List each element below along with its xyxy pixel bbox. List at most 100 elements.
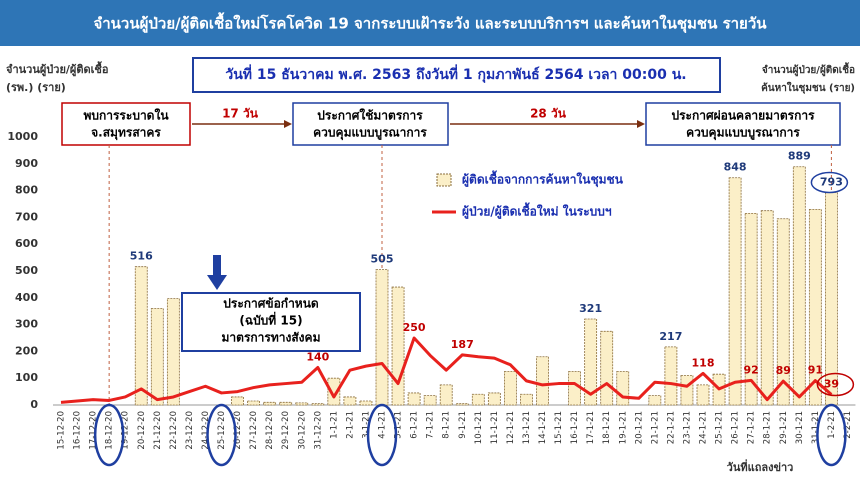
- y-tick-label: 200: [15, 344, 38, 357]
- y-tick-label: 300: [15, 318, 38, 331]
- x-tick-label: 25-12-20: [217, 411, 227, 450]
- x-tick-label: 19-1-21: [618, 411, 628, 444]
- highlight: [206, 403, 237, 467]
- x-tick-label: 11-1-21: [490, 411, 500, 444]
- y-tick-label: 1000: [7, 130, 38, 143]
- y-tick-label: 700: [15, 210, 38, 223]
- annotation: ประกาศผ่อนคลายมาตรการ: [671, 109, 815, 123]
- line: [60, 336, 833, 404]
- x-tick-label: 23-12-20: [185, 411, 195, 450]
- chart-title: จำนวนผู้ป่วย/ผู้ติดเชื้อใหม่โรคโควิด 19 …: [93, 12, 767, 34]
- data-label: 187: [451, 338, 474, 351]
- x-tick-label: 8-1-21: [442, 411, 452, 439]
- y2-label: จำนวนผู้ป่วย/ผู้ติดเชื้อ: [762, 62, 855, 77]
- x-tick-label: 26-1-21: [731, 411, 741, 444]
- bar: [439, 384, 453, 406]
- annotation-box: [292, 102, 449, 146]
- bar: [295, 402, 309, 406]
- x-tick-label: 17-12-20: [89, 411, 99, 450]
- highlight: [816, 372, 855, 397]
- data-label: 91: [808, 364, 823, 377]
- data-label: 505: [371, 253, 394, 266]
- bar: [808, 208, 822, 406]
- data-label: 516: [130, 250, 153, 263]
- x-tick-label: 4-1-21: [378, 411, 388, 439]
- x-tick-label: 1-1-21: [329, 411, 339, 439]
- x-tick-label: 18-12-20: [105, 411, 115, 450]
- x-tick-label: 14-1-21: [538, 411, 548, 444]
- x-tick-label: 30-12-20: [297, 411, 307, 450]
- annotation: 17 วัน: [222, 107, 259, 121]
- y-tick-label: 900: [15, 157, 38, 170]
- x-tick-label: 24-1-21: [699, 411, 709, 444]
- data-label: 889: [788, 150, 811, 163]
- bar: [471, 393, 485, 406]
- x-tick-label: 1-2-21: [827, 411, 837, 439]
- arrow: [213, 255, 221, 277]
- bar: [279, 401, 293, 406]
- x-tick-label: 21-1-21: [650, 411, 660, 444]
- x-tick-label: 16-1-21: [570, 411, 580, 444]
- y-tick-label: 800: [15, 184, 38, 197]
- annotation: (ฉบับที่ 15): [239, 312, 302, 328]
- bar: [648, 395, 662, 406]
- x-tick-label: 24-12-20: [201, 411, 211, 450]
- annotation: ควบคุมแบบบูรณาการ: [686, 126, 800, 141]
- highlight: [366, 403, 398, 467]
- annotation: ประกาศใช้มาตรการ: [317, 108, 423, 123]
- data-label: 39: [824, 378, 839, 391]
- arrow-head: [637, 120, 645, 128]
- data-label: 217: [659, 330, 682, 343]
- y2-label: ค้นหาในชุมชน (ราย): [761, 81, 855, 94]
- y-tick-label: 0: [30, 398, 38, 411]
- x-tick-label: 27-12-20: [249, 411, 259, 450]
- x-tick-label: 19-12-20: [121, 411, 131, 450]
- x-tick-label: 29-1-21: [779, 411, 789, 444]
- bar: [664, 346, 678, 406]
- bar: [311, 403, 325, 406]
- x-label: วันที่แถลงข่าว: [727, 459, 794, 474]
- annotation: จ.สมุทรสาคร: [91, 126, 161, 141]
- bar: [150, 308, 164, 406]
- bar: [680, 375, 694, 406]
- annotation: ประกาศข้อกำหนด: [223, 297, 319, 311]
- bar: [231, 396, 244, 406]
- bar: [744, 212, 758, 406]
- x-tick-label: 15-1-21: [554, 411, 564, 444]
- x-tick-label: 31-12-20: [313, 411, 323, 450]
- x-tick-label: 6-1-21: [410, 411, 420, 439]
- bar: [134, 266, 148, 406]
- x-tick-label: 5-1-21: [394, 411, 404, 439]
- bar: [327, 377, 341, 406]
- annotation: ควบคุมแบบบูรณาการ: [313, 126, 427, 141]
- x-tick-label: 28-12-20: [265, 411, 275, 450]
- x-tick-label: 30-1-21: [795, 411, 805, 444]
- y-label: จำนวนผู้ป่วย/ผู้ติดเชื้อ: [6, 61, 108, 77]
- subtitle: วันที่ 15 ธันวาคม พ.ศ. 2563 ถึงวันที่ 1 …: [225, 64, 686, 83]
- bar: [423, 395, 437, 406]
- x-tick-label: 16-12-20: [73, 411, 83, 450]
- data-label: 92: [743, 363, 758, 376]
- annotation-box: [645, 102, 841, 146]
- x-tick-label: 21-12-20: [153, 411, 163, 450]
- data-label: 321: [579, 302, 602, 315]
- x-tick-label: 18-1-21: [602, 411, 612, 444]
- x-tick-label: 17-1-21: [586, 411, 596, 444]
- x-tick-label: 22-1-21: [666, 411, 676, 444]
- data-label: 89: [776, 364, 791, 377]
- y-tick-label: 400: [15, 291, 38, 304]
- data-label: 118: [692, 356, 715, 369]
- y-tick-label: 600: [15, 237, 38, 250]
- data-label: 140: [306, 350, 329, 363]
- highlight: [810, 171, 849, 194]
- bar: [247, 400, 261, 406]
- x-tick-label: 13-1-21: [522, 411, 532, 444]
- x-tick-label: 27-1-21: [747, 411, 757, 444]
- title-bar: [0, 0, 860, 46]
- date-box: [192, 57, 721, 93]
- x-tick-label: 22-12-20: [169, 411, 179, 450]
- bar: [455, 403, 469, 406]
- x-tick-label: 28-1-21: [763, 411, 773, 444]
- bar: [536, 356, 549, 406]
